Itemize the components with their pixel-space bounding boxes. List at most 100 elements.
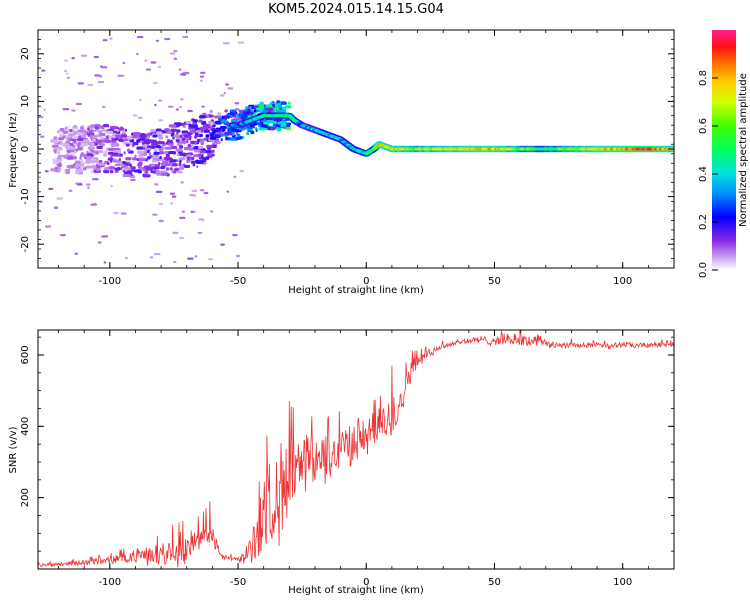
spectrogram-cell <box>238 113 242 117</box>
spectrogram-x-tick-label: -50 <box>230 276 246 287</box>
spectrogram-cell <box>137 146 144 150</box>
spectrogram-noise-cell <box>102 235 109 238</box>
spectrogram-noise-cell <box>114 163 121 167</box>
spectrogram-cell <box>165 157 173 161</box>
spectrogram-cell <box>144 147 152 152</box>
spectrogram-noise-cell <box>172 231 179 234</box>
spectrogram-noise-cell <box>101 66 108 69</box>
spectrogram-cell <box>69 147 76 151</box>
spectrogram-cell <box>141 141 145 145</box>
spectrogram-cell <box>165 130 172 134</box>
spectrogram-cell <box>76 137 84 142</box>
spectrogram-noise-cell <box>170 202 174 205</box>
spectrogram-cell <box>106 130 114 134</box>
spectrogram-cell <box>169 140 173 144</box>
snr-y-tick-label: 600 <box>20 345 31 364</box>
spectrogram-noise-cell <box>86 183 91 186</box>
colorbar-tick-label: 0.2 <box>698 214 709 230</box>
spectrogram-cell <box>164 128 170 132</box>
spectrogram-cell <box>145 158 148 162</box>
spectrogram-noise-cell <box>92 178 99 181</box>
spectrogram-noise-cell <box>180 181 184 184</box>
spectrogram-noise-cell <box>137 116 143 119</box>
spectrogram-cell <box>74 160 81 164</box>
spectrogram-cell <box>110 154 113 159</box>
spectrogram-cell <box>174 167 179 171</box>
spectrogram-cell <box>219 125 227 130</box>
spectrogram-cell <box>159 151 165 155</box>
spectrogram-cell <box>192 121 198 125</box>
spectrogram-cell <box>170 128 178 132</box>
spectrogram-cell <box>68 133 75 137</box>
colorbar-tick-label: 0.0 <box>698 262 709 278</box>
spectrogram-noise-cell <box>152 213 158 216</box>
spectrogram-cell <box>129 163 132 167</box>
spectrogram-noise-cell <box>117 74 125 77</box>
spectrogram-cell <box>139 134 147 138</box>
spectrogram-cell <box>236 136 239 140</box>
spectrogram-cell <box>261 124 269 129</box>
spectrogram-cell <box>130 142 139 146</box>
spectrogram-cell <box>65 126 68 130</box>
spectrogram-cell <box>123 151 126 155</box>
spectrogram-cell <box>73 124 78 129</box>
spectrogram-noise-cell <box>77 183 83 186</box>
spectrogram-cell <box>182 122 185 126</box>
spectrogram-noise-cell <box>203 191 209 195</box>
spectrogram-cell <box>54 148 57 152</box>
spectrogram-cell <box>99 136 104 140</box>
spectrogram-cell <box>67 137 72 141</box>
spectrogram-noise-cell <box>153 252 161 256</box>
spectrogram-cell <box>165 167 170 171</box>
spectrogram-noise-cell <box>40 135 45 138</box>
spectrogram-cell <box>81 129 88 134</box>
spectrogram-noise-cell <box>173 260 177 264</box>
spectrogram-cell <box>211 124 215 128</box>
spectrogram-cell <box>75 163 81 167</box>
spectrogram-cell <box>212 144 217 148</box>
spectrogram-cell <box>113 150 122 154</box>
spectrogram-noise-cell <box>193 194 197 197</box>
spectrogram-cell <box>272 108 276 112</box>
spectrogram-cell <box>203 129 210 133</box>
spectrogram-cell <box>196 129 202 134</box>
spectrogram-cell <box>134 154 137 158</box>
spectrogram-cell <box>118 157 121 162</box>
spectrogram-cell <box>52 160 59 165</box>
spectrogram-cell <box>120 126 124 130</box>
spectrogram-cell <box>66 156 74 160</box>
spectrogram-noise-cell <box>158 99 162 102</box>
spectrogram-cell <box>160 165 166 170</box>
spectrogram-cell <box>111 137 115 141</box>
spectrogram-cell <box>122 173 131 178</box>
spectrogram-cell <box>158 148 164 152</box>
spectrogram-cell <box>276 100 281 104</box>
spectrogram-noise-cell <box>178 68 182 71</box>
spectrogram-cell <box>189 130 197 134</box>
spectrogram-noise-cell <box>187 109 193 113</box>
spectrogram-cell <box>122 161 126 165</box>
spectrogram-cell <box>142 143 148 147</box>
spectrogram-cell <box>172 170 177 174</box>
spectrogram-noise-cell <box>239 170 244 173</box>
spectrogram-cell <box>120 163 124 167</box>
spectrogram-noise-cell <box>173 57 178 60</box>
spectrogram-cell <box>205 134 210 138</box>
spectrogram-cell <box>156 131 163 135</box>
spectrogram-noise-cell <box>179 216 186 220</box>
spectrogram-cell <box>175 139 180 143</box>
spectrogram-cell <box>185 139 189 144</box>
spectrogram-noise-cell <box>181 210 186 213</box>
spectrogram-cell <box>224 109 228 113</box>
spectrogram-noise-cell <box>75 102 82 106</box>
spectrogram-noise-cell <box>157 65 162 68</box>
spectrogram-noise-cell <box>81 54 88 57</box>
spectrogram-noise-cell <box>64 59 68 62</box>
spectrogram-cell <box>213 140 221 144</box>
spectrogram-cell <box>89 135 93 140</box>
spectrogram-noise-cell <box>71 109 76 112</box>
spectrogram-cell <box>272 120 276 125</box>
spectrogram-cell <box>142 174 151 178</box>
spectrogram-noise-cell <box>74 252 78 255</box>
